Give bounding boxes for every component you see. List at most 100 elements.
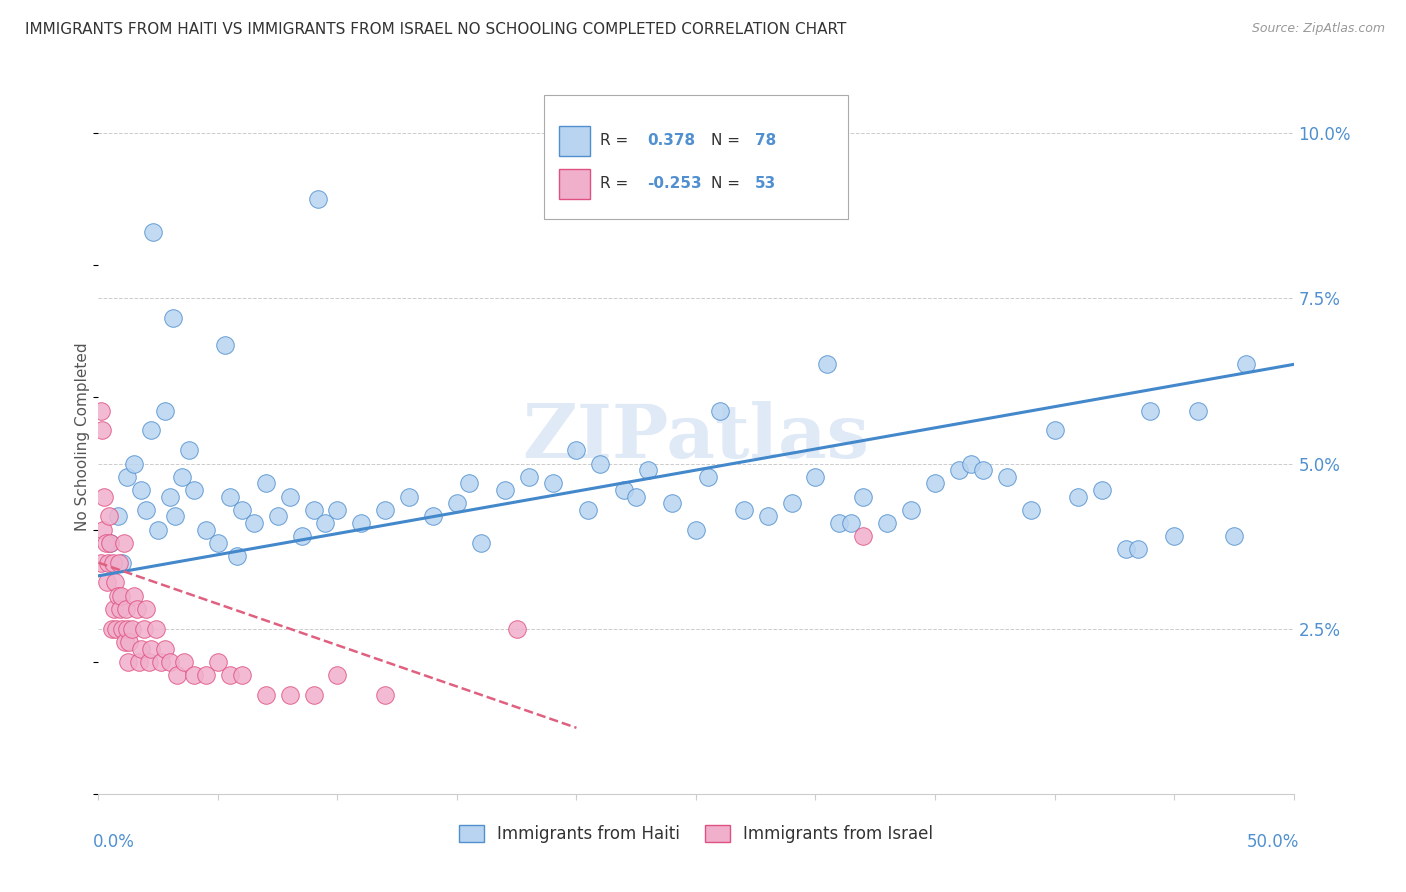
Point [183, 483, 205, 497]
Point [117, 655, 139, 669]
Point [326, 502, 349, 516]
Point [398, 490, 420, 504]
Point [315, 516, 337, 530]
FancyBboxPatch shape [560, 169, 591, 199]
Point [876, 516, 898, 530]
Point [278, 688, 301, 702]
Point [307, 192, 329, 206]
Point [267, 509, 290, 524]
Point [254, 476, 277, 491]
Point [90, 556, 112, 570]
Point [302, 688, 325, 702]
Point [207, 536, 229, 550]
Point [804, 469, 827, 483]
Point [231, 668, 253, 682]
Point [115, 602, 138, 616]
Point [541, 476, 564, 491]
Point [661, 496, 683, 510]
Point [214, 337, 236, 351]
Point [291, 529, 314, 543]
Point [1139, 403, 1161, 417]
Point [100, 622, 122, 636]
Point [685, 523, 707, 537]
Text: ZIPatlas: ZIPatlas [523, 401, 869, 474]
Point [94, 536, 117, 550]
Point [96, 575, 118, 590]
Point [817, 358, 839, 372]
Point [93, 490, 115, 504]
Text: 0.378: 0.378 [648, 134, 696, 148]
Point [578, 502, 600, 516]
Point [1043, 424, 1066, 438]
Point [1019, 502, 1042, 516]
Point [613, 483, 636, 497]
Text: 50.0%: 50.0% [1247, 833, 1299, 851]
Point [111, 622, 134, 636]
Point [350, 516, 373, 530]
Point [924, 476, 946, 491]
Point [107, 589, 129, 603]
Text: 0.0%: 0.0% [93, 833, 135, 851]
Point [90, 403, 112, 417]
Point [97, 556, 120, 570]
Point [458, 476, 481, 491]
Point [231, 502, 253, 516]
Point [98, 536, 122, 550]
Point [162, 311, 184, 326]
Point [219, 668, 242, 682]
Point [1187, 403, 1209, 417]
Point [948, 463, 970, 477]
Text: IMMIGRANTS FROM HAITI VS IMMIGRANTS FROM ISRAEL NO SCHOOLING COMPLETED CORRELATI: IMMIGRANTS FROM HAITI VS IMMIGRANTS FROM… [25, 22, 846, 37]
Point [163, 509, 186, 524]
Point [207, 655, 229, 669]
Y-axis label: No Schooling Completed: No Schooling Completed [75, 343, 90, 532]
Point [173, 655, 195, 669]
Point [149, 655, 172, 669]
Legend: Immigrants from Haiti, Immigrants from Israel: Immigrants from Haiti, Immigrants from I… [453, 818, 939, 850]
Point [132, 622, 155, 636]
Point [1163, 529, 1185, 543]
Point [374, 688, 396, 702]
Point [243, 516, 266, 530]
Point [374, 502, 396, 516]
Point [841, 516, 863, 530]
Point [1067, 490, 1090, 504]
Point [103, 602, 125, 616]
Point [125, 602, 148, 616]
Point [697, 469, 720, 483]
Point [422, 509, 444, 524]
Point [589, 457, 612, 471]
Point [960, 457, 983, 471]
Text: R =: R = [600, 177, 633, 191]
Point [166, 668, 188, 682]
FancyBboxPatch shape [560, 126, 591, 156]
Text: R =: R = [600, 134, 633, 148]
Text: N =: N = [711, 177, 745, 191]
Point [506, 622, 529, 636]
Point [135, 602, 157, 616]
Point [101, 556, 124, 570]
Point [1128, 542, 1150, 557]
Point [326, 668, 349, 682]
Point [114, 635, 136, 649]
Point [995, 469, 1018, 483]
Point [159, 490, 181, 504]
Text: N =: N = [711, 134, 745, 148]
Point [159, 655, 181, 669]
Point [852, 490, 875, 504]
Point [900, 502, 922, 516]
Text: Source: ZipAtlas.com: Source: ZipAtlas.com [1251, 22, 1385, 36]
Point [145, 622, 167, 636]
Point [1223, 529, 1246, 543]
Point [1115, 542, 1137, 557]
Point [302, 502, 325, 516]
Point [446, 496, 468, 510]
Point [115, 622, 138, 636]
Point [626, 490, 648, 504]
Point [733, 502, 755, 516]
Point [565, 443, 588, 458]
Point [98, 536, 122, 550]
Point [118, 635, 141, 649]
Point [91, 424, 114, 438]
Point [135, 502, 157, 516]
